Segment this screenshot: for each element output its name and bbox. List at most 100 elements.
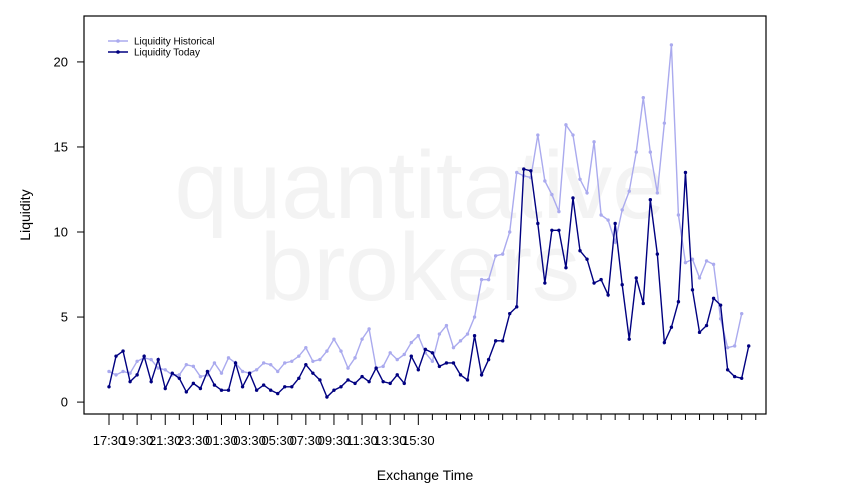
series-0-point xyxy=(430,359,435,363)
series-0-point xyxy=(219,371,224,375)
series-0-point xyxy=(683,260,688,265)
series-0-point xyxy=(163,368,167,372)
series-1-point xyxy=(676,300,681,304)
series-1-point xyxy=(276,391,280,396)
series-1-point xyxy=(522,167,526,171)
series-0-point xyxy=(240,369,245,374)
series-1-point xyxy=(592,281,596,285)
legend-label: Liquidity Today xyxy=(134,48,200,59)
series-1-point xyxy=(732,374,737,379)
series-0-point xyxy=(536,133,540,137)
series-0-point xyxy=(128,371,132,375)
series-1-point xyxy=(156,357,160,362)
series-1-point xyxy=(725,368,730,372)
series-0-point xyxy=(402,352,406,357)
series-0-point xyxy=(550,192,554,197)
series-0-point xyxy=(353,356,357,360)
series-1-point xyxy=(184,390,189,394)
series-1-point xyxy=(360,374,364,379)
series-1-point xyxy=(599,277,603,282)
series-0-point xyxy=(465,332,470,336)
series-1-point xyxy=(641,301,645,306)
series-0-point xyxy=(472,315,477,319)
series-0-point xyxy=(732,344,737,348)
series-1-point xyxy=(219,388,224,392)
series-1-point xyxy=(606,293,610,297)
series-0-point xyxy=(156,366,160,370)
series-1-point xyxy=(297,376,301,380)
series-1-point xyxy=(205,369,210,374)
series-1-point xyxy=(121,349,125,353)
series-0-point xyxy=(261,361,266,365)
series-1-point xyxy=(409,354,413,358)
series-1-point xyxy=(240,385,245,389)
series-1-point xyxy=(198,386,203,391)
series-1-point xyxy=(149,379,153,384)
y-axis: 0 5 10 15 20 xyxy=(54,54,84,410)
series-1-point xyxy=(430,351,435,355)
series-1-point xyxy=(233,361,238,365)
series-1-point xyxy=(620,283,624,287)
x-tick-label: 09:30 xyxy=(318,433,351,448)
series-layer xyxy=(107,43,751,399)
plot-frame xyxy=(83,15,767,415)
series-1-point xyxy=(290,385,294,389)
series-0-point xyxy=(381,364,385,369)
series-1-point xyxy=(170,371,174,375)
x-tick-label: 15:30 xyxy=(402,433,435,448)
series-0-point xyxy=(318,357,322,362)
series-0-point xyxy=(620,208,624,212)
series-0-point xyxy=(367,327,371,331)
y-tick-label: 0 xyxy=(61,395,68,410)
series-0-point xyxy=(191,364,196,369)
series-1-point xyxy=(634,276,638,280)
series-0-point xyxy=(479,277,484,282)
x-axis: 17:3019:3021:3023:3001:3003:3005:3007:30… xyxy=(93,414,757,448)
series-1-point xyxy=(486,357,491,362)
series-0-point xyxy=(268,362,273,367)
series-0-point xyxy=(135,359,139,363)
x-tick-label: 21:30 xyxy=(149,433,182,448)
series-1-point xyxy=(564,266,568,270)
series-0-point xyxy=(409,340,413,345)
series-0-point xyxy=(543,179,547,183)
series-1-point xyxy=(226,388,231,392)
series-1-point xyxy=(662,340,667,345)
series-1-point xyxy=(353,381,357,386)
legend-marker xyxy=(116,39,120,43)
x-tick-label: 13:30 xyxy=(374,433,407,448)
x-tick-label: 05:30 xyxy=(261,433,294,448)
x-tick-label: 07:30 xyxy=(290,433,323,448)
series-1-point xyxy=(339,385,343,389)
series-1-point xyxy=(128,379,132,384)
series-1-point xyxy=(437,364,442,369)
series-1-point xyxy=(465,378,470,382)
series-0-point xyxy=(486,277,491,282)
series-1-point xyxy=(381,379,385,384)
watermark-line-2: brokers xyxy=(260,214,580,321)
series-0-point xyxy=(648,150,653,154)
series-0-point xyxy=(704,259,709,263)
series-0-point xyxy=(283,361,287,365)
series-1-point xyxy=(690,288,695,292)
series-1-point xyxy=(304,362,308,367)
series-1-point xyxy=(508,311,512,316)
series-1-point xyxy=(346,378,350,382)
series-0-point xyxy=(304,345,308,350)
series-1-point xyxy=(114,354,118,358)
series-1-point xyxy=(163,386,167,391)
series-0-point xyxy=(346,366,350,370)
legend-item-1: Liquidity Today xyxy=(108,48,200,59)
series-1-point xyxy=(578,249,582,253)
series-0-point xyxy=(177,373,181,377)
series-0-point xyxy=(508,230,512,234)
series-1-point xyxy=(254,388,259,392)
legend-label: Liquidity Historical xyxy=(134,37,215,48)
series-1-point xyxy=(191,381,196,386)
series-1-point xyxy=(318,378,322,382)
series-0-point xyxy=(297,354,301,358)
series-0-point xyxy=(276,369,280,374)
x-axis-label: Exchange Time xyxy=(377,467,474,483)
series-0-point xyxy=(655,191,660,195)
